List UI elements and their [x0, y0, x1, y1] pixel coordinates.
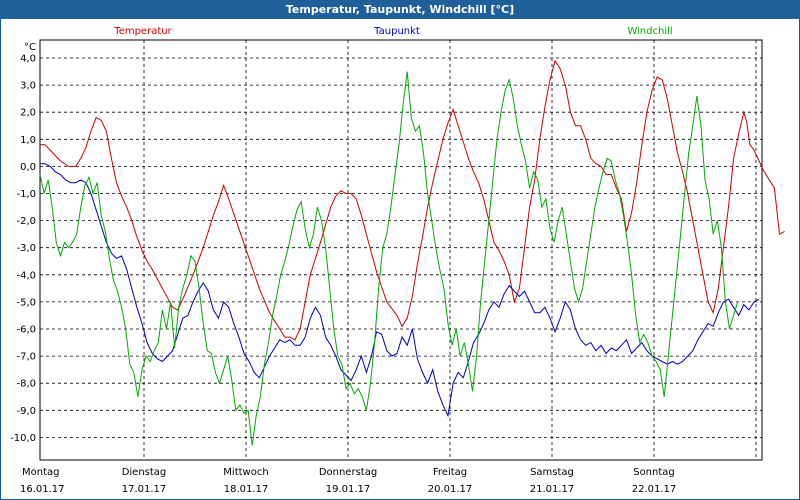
y-tick-label: 4,0 — [20, 54, 36, 65]
series-line-windchill — [39, 71, 739, 446]
y-tick-label: -10,0 — [10, 433, 36, 444]
plot-area — [39, 39, 763, 461]
legend-label-temperatur: Temperatur — [113, 26, 172, 37]
y-tick-label: -8,0 — [16, 379, 36, 390]
x-date-label: 19.01.17 — [326, 484, 371, 495]
legend-label-windchill: Windchill — [627, 26, 672, 37]
x-date-label: 20.01.17 — [428, 484, 473, 495]
x-day-label: Montag — [22, 467, 59, 478]
y-tick-label: -5,0 — [16, 297, 36, 308]
x-date-label: 21.01.17 — [530, 484, 575, 495]
plot-border — [39, 39, 763, 461]
y-tick-labels: 4,0 3,0 2,0 1,0 0,0 -1,0 -2,0 -3,0 -4,0 -5,0 -6,0 -… — [10, 54, 36, 444]
x-day-label: Dienstag — [122, 467, 167, 478]
axis-labels: °C — [24, 42, 36, 53]
y-tick-label: 1,0 — [20, 135, 36, 146]
x-date-label: 17.01.17 — [122, 484, 167, 495]
y-tick-label: 0,0 — [20, 162, 36, 173]
legend-label-taupunkt: Taupunkt — [373, 26, 420, 37]
y-tick-label: 3,0 — [20, 81, 36, 92]
x-day-label: Donnerstag — [319, 467, 377, 478]
x-date-label: 16.01.17 — [20, 484, 65, 495]
chart-title: Temperatur, Taupunkt, Windchill [°C] — [0, 0, 800, 19]
series-layer — [39, 59, 785, 446]
x-day-label: Samstag — [530, 467, 574, 478]
series-line-temperatur — [40, 59, 785, 341]
y-tick-label: -7,0 — [16, 352, 36, 363]
x-date-label: 18.01.17 — [224, 484, 269, 495]
x-day-label: Freitag — [433, 467, 467, 478]
y-tick-label: -2,0 — [16, 216, 36, 227]
x-day-label: Sonntag — [633, 467, 675, 478]
y-tick-label: 2,0 — [20, 108, 36, 119]
y-tick-label: -1,0 — [16, 189, 36, 200]
series-line-taupunkt — [40, 163, 760, 418]
y-axis-unit-label: °C — [24, 42, 36, 53]
y-tick-label: -4,0 — [16, 270, 36, 281]
grid-lines — [40, 40, 762, 460]
x-tick-labels: Montag 16.01.17 Dienstag 17.01.17 Mittwoch 18… — [20, 467, 676, 495]
x-date-label: 22.01.17 — [632, 484, 677, 495]
x-day-label: Mittwoch — [223, 467, 268, 478]
y-tick-label: -9,0 — [16, 406, 36, 417]
legend: Temperatur Taupunkt Windchill — [113, 26, 672, 37]
y-tick-label: -6,0 — [16, 325, 36, 336]
y-tick-label: -3,0 — [16, 243, 36, 254]
